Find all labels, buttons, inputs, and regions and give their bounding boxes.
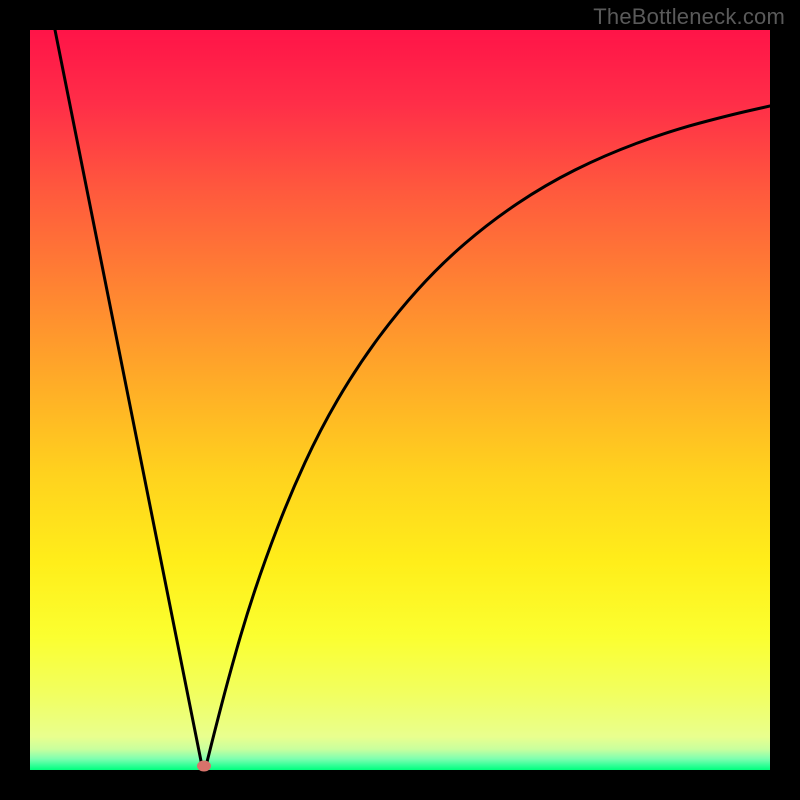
background-gradient [30, 30, 770, 770]
chart-frame: TheBottleneck.com [0, 0, 800, 800]
plot-area [30, 30, 770, 770]
watermark-text: TheBottleneck.com [593, 4, 785, 30]
min-point-marker [197, 761, 211, 772]
bottleneck-curve [30, 30, 770, 770]
